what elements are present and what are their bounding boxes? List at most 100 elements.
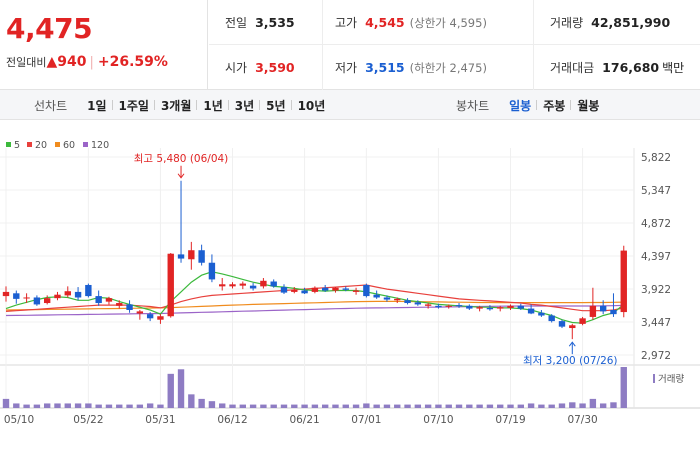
candle-body bbox=[2, 291, 10, 297]
x-tick-label: 07/30 bbox=[567, 414, 597, 426]
legend-label: 20 bbox=[35, 140, 47, 151]
volume-bar bbox=[620, 367, 627, 408]
volume-bar bbox=[394, 404, 401, 408]
candle-body bbox=[435, 305, 442, 308]
volume-legend-swatch bbox=[653, 374, 655, 383]
chart-period-tabs: 선차트 1일 1주일 3개월 1년 3년 5년 10년 봉차트 일봉 주봉 월봉 bbox=[0, 90, 700, 120]
tab-10year[interactable]: 10년 bbox=[290, 97, 332, 114]
tab-1day[interactable]: 1일 bbox=[87, 98, 107, 113]
tab-monthly[interactable]: 월봉 bbox=[570, 97, 605, 114]
volume-bar bbox=[548, 404, 555, 408]
candle-body bbox=[414, 302, 422, 305]
volume-bar bbox=[270, 404, 277, 408]
volume-bar bbox=[177, 369, 185, 408]
candle-body bbox=[136, 311, 144, 314]
tab-3month[interactable]: 3개월 bbox=[153, 97, 197, 114]
candle-body bbox=[476, 307, 483, 309]
candle-body bbox=[332, 287, 339, 291]
volume-bar bbox=[352, 404, 360, 408]
candle-body bbox=[610, 309, 617, 315]
candle-body bbox=[569, 325, 576, 329]
candle-body bbox=[270, 281, 277, 287]
candle-body bbox=[64, 291, 71, 296]
candle-body bbox=[188, 250, 195, 260]
open-label: 시가 bbox=[225, 61, 248, 75]
volume-bar bbox=[2, 398, 10, 408]
y-tick-label: 5,822 bbox=[641, 152, 671, 164]
candle-body bbox=[383, 297, 391, 300]
high-arrowhead-icon bbox=[177, 173, 185, 179]
line-chart-title: 선차트 bbox=[34, 98, 68, 113]
volume-bar bbox=[589, 398, 597, 408]
candlestick-chart: 5,822 5,347 4,872 4,397 3,922 3,447 2,972 05/10… bbox=[0, 120, 700, 450]
x-tick-label: 07/10 bbox=[423, 414, 453, 426]
volume-bar bbox=[239, 404, 247, 408]
candle-body bbox=[342, 288, 349, 290]
volume-bar bbox=[280, 404, 288, 408]
volume-bar bbox=[157, 404, 164, 408]
volume-bar bbox=[558, 403, 566, 408]
tab-weekly[interactable]: 주봉 bbox=[536, 97, 571, 114]
change-label: 전일대비 bbox=[6, 56, 47, 69]
volume-stat: 거래량 42,851,990 bbox=[533, 0, 700, 45]
volume-bar bbox=[507, 404, 514, 408]
candle-body bbox=[249, 285, 257, 289]
prev-close-value: 3,535 bbox=[255, 15, 295, 30]
volume-bar bbox=[167, 373, 174, 408]
candle-chart-title: 봉차트 bbox=[456, 98, 490, 113]
tab-3year[interactable]: 3년 bbox=[227, 97, 260, 114]
candle-body bbox=[198, 250, 205, 263]
candle-body bbox=[527, 308, 535, 314]
volume-bar bbox=[198, 398, 205, 408]
volume-bar bbox=[33, 404, 41, 408]
candle-body bbox=[126, 304, 133, 310]
candle-body bbox=[13, 293, 20, 299]
candle-body bbox=[558, 321, 566, 327]
volume-bar bbox=[208, 401, 216, 408]
legend-swatch bbox=[6, 142, 11, 147]
low-annotation: 최저 3,200 (07/26) bbox=[523, 355, 618, 367]
candle-body bbox=[599, 305, 607, 312]
low-arrowhead-icon bbox=[568, 341, 576, 347]
tab-1week[interactable]: 1주일 bbox=[111, 97, 155, 114]
line-chart-tabs: 선차트 1일 1주일 3개월 1년 3년 5년 10년 bbox=[34, 90, 331, 120]
tab-daily[interactable]: 일봉 bbox=[509, 98, 532, 113]
x-tick-label: 05/22 bbox=[73, 414, 103, 426]
volume-bar bbox=[126, 404, 133, 408]
volume-bar bbox=[23, 404, 30, 408]
x-tick-label: 05/31 bbox=[145, 414, 175, 426]
high-value: 4,545 bbox=[365, 15, 405, 30]
volume-bar bbox=[445, 404, 452, 408]
trade-value-unit: 백만 bbox=[662, 61, 685, 75]
candle-body bbox=[486, 307, 494, 310]
volume-bar bbox=[486, 404, 494, 408]
prev-close-stat: 전일 3,535 bbox=[209, 0, 322, 45]
candle-body bbox=[579, 318, 586, 324]
volume-value: 42,851,990 bbox=[591, 15, 671, 30]
x-tick-label: 06/21 bbox=[289, 414, 319, 426]
candle-body bbox=[208, 262, 216, 280]
current-price: 4,475 bbox=[6, 12, 93, 45]
up-arrow-icon: ▲ bbox=[46, 54, 58, 70]
tab-1year[interactable]: 1년 bbox=[196, 97, 228, 114]
volume-bar bbox=[64, 403, 71, 408]
volume-bar bbox=[404, 404, 411, 408]
stats-row-1: 전일 3,535 고가 4,545 (상한가 4,595) 거래량 42,851… bbox=[209, 0, 700, 45]
lower-limit: (하한가 2,475) bbox=[409, 60, 487, 75]
candle-body bbox=[620, 250, 627, 313]
candle-body bbox=[146, 314, 154, 319]
volume-bar bbox=[517, 404, 524, 408]
volume-bar bbox=[373, 404, 380, 408]
y-tick-label: 4,397 bbox=[641, 251, 671, 263]
candle-body bbox=[507, 305, 514, 308]
candle-body bbox=[455, 305, 463, 307]
x-tick-label: 07/19 bbox=[495, 414, 525, 426]
low-stat: 저가 3,515 (하한가 2,475) bbox=[322, 45, 533, 90]
volume-bar bbox=[342, 404, 349, 408]
candle-body bbox=[239, 283, 247, 286]
change-percent: +26.59% bbox=[97, 54, 168, 70]
stats-row-2: 시가 3,590 저가 3,515 (하한가 2,475) 거래대금 176,6… bbox=[209, 45, 700, 90]
upper-limit: (상한가 4,595) bbox=[409, 15, 487, 30]
tab-5year[interactable]: 5년 bbox=[259, 97, 291, 114]
